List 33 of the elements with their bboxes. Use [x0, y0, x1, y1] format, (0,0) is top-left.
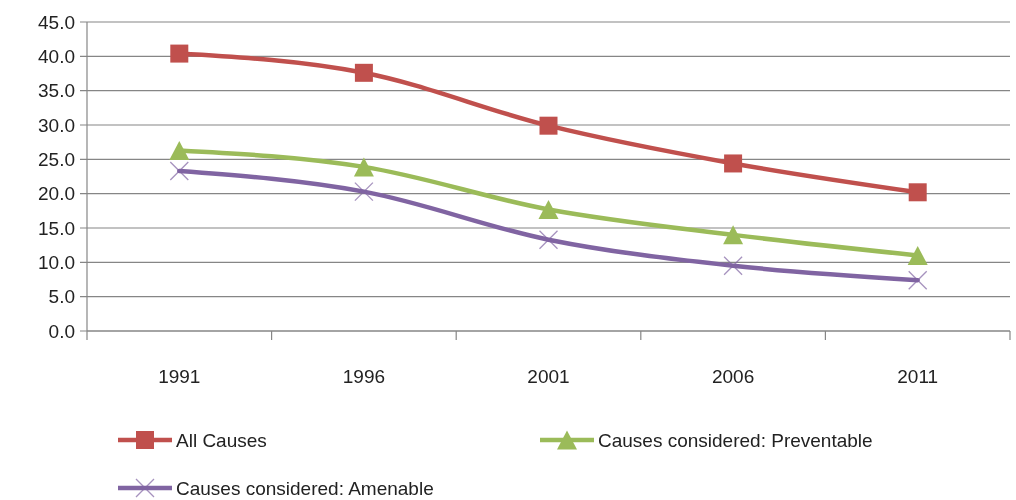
- y-tick-label: 15.0: [38, 217, 75, 239]
- y-tick-label: 40.0: [38, 45, 75, 67]
- legend-label: Causes considered: Amenable: [176, 477, 434, 499]
- y-tick-label: 0.0: [48, 320, 75, 342]
- y-tick-label: 20.0: [38, 183, 75, 205]
- point: [539, 116, 558, 135]
- x-tick-label: 1996: [342, 366, 386, 387]
- point: [354, 181, 374, 202]
- legend-label: All Causes: [176, 429, 267, 451]
- y-tick-label: 45.0: [38, 11, 75, 33]
- x-tick-label: 2001: [527, 366, 570, 387]
- legend-label: Causes considered: Preventable: [598, 429, 873, 451]
- point: [353, 157, 374, 177]
- point: [724, 154, 743, 173]
- point: [354, 63, 373, 82]
- y-tick-label: 25.0: [38, 148, 75, 170]
- point: [907, 245, 928, 265]
- y-tick-label: 35.0: [38, 80, 75, 102]
- x-tick-label: 2011: [897, 366, 939, 387]
- point: [538, 199, 559, 219]
- point: [169, 140, 190, 160]
- point: [908, 183, 927, 202]
- point: [169, 161, 189, 181]
- y-tick-label: 5.0: [48, 286, 75, 308]
- point: [723, 256, 743, 276]
- x-tick-label: 2006: [711, 366, 755, 387]
- point: [538, 230, 559, 250]
- x-tick-label: 1991: [158, 366, 201, 387]
- point: [908, 270, 928, 290]
- point: [170, 44, 189, 63]
- point: [723, 225, 744, 245]
- y-tick-label: 30.0: [38, 114, 75, 136]
- y-tick-label: 10.0: [38, 251, 75, 273]
